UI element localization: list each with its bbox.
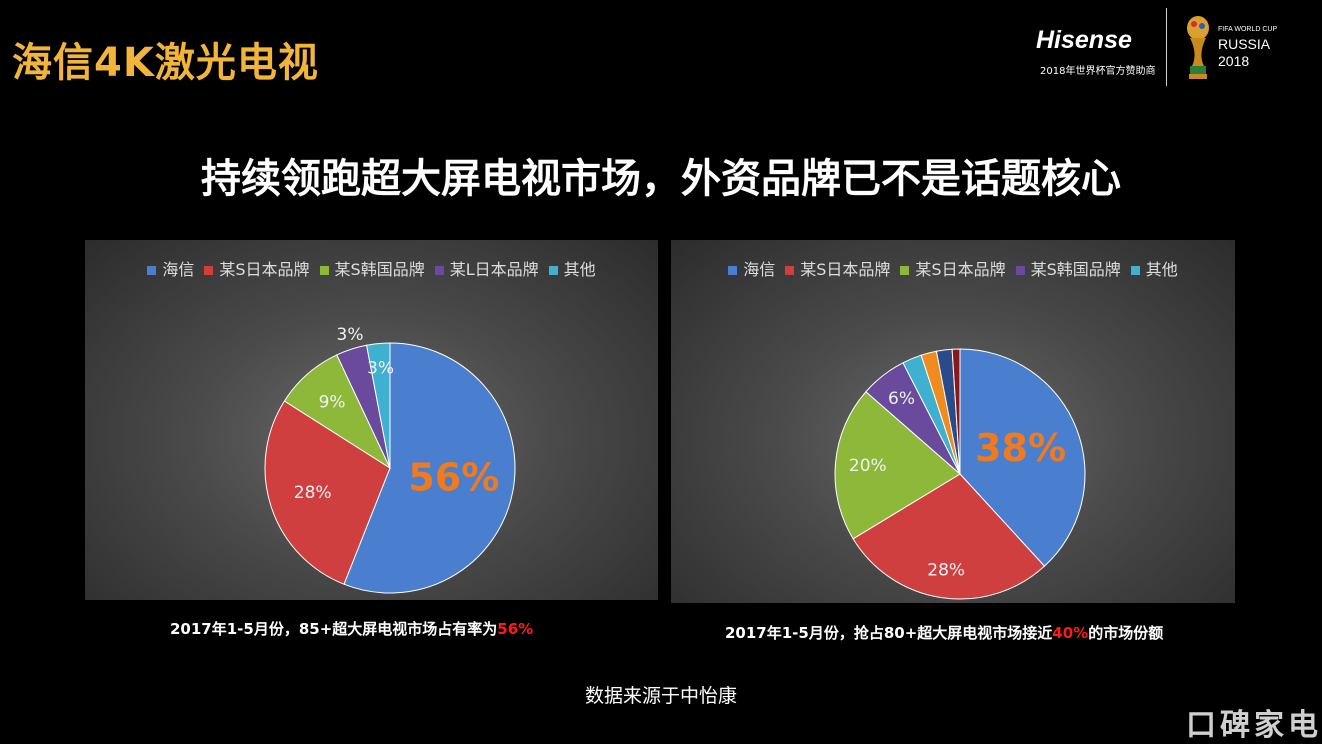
data-label: 28% xyxy=(927,561,965,581)
data-label: 3% xyxy=(337,325,364,345)
legend-item: 海信 xyxy=(147,256,194,280)
data-label: 38% xyxy=(975,426,1066,470)
legend-item: 某L日本品牌 xyxy=(434,256,539,280)
legend-label: 某S日本品牌 xyxy=(800,260,891,279)
legend-swatch xyxy=(434,266,444,275)
legend-item: 某S日本品牌 xyxy=(900,256,1006,280)
right-caption-suffix: 的市场份额 xyxy=(1088,624,1164,642)
legend-label: 海信 xyxy=(162,260,195,279)
data-label: 56% xyxy=(408,456,499,500)
page-headline: 持续领跑超大屏电视市场，外资品牌已不是话题核心 xyxy=(201,156,1121,202)
legend-item: 某S日本品牌 xyxy=(204,256,310,280)
pie-slice xyxy=(365,342,391,469)
legend-swatch xyxy=(548,266,558,275)
legend-label: 某S韩国品牌 xyxy=(334,260,425,279)
data-label: 28% xyxy=(294,483,332,503)
pie-slice xyxy=(834,391,961,540)
legend-swatch xyxy=(147,266,157,275)
data-source-note: 数据来源于中怡康 xyxy=(584,685,737,707)
right-pie-chart: 38% 28% 20% 6% xyxy=(834,348,1086,600)
legend-swatch xyxy=(1015,266,1025,275)
legend-label: 某S韩国品牌 xyxy=(1030,260,1121,279)
fifa-label: FIFA WORLD CUP xyxy=(1218,26,1278,33)
legend-swatch xyxy=(204,266,214,275)
legend-item: 其他 xyxy=(1130,256,1178,280)
legend-label: 某S日本品牌 xyxy=(219,260,310,279)
legend-item: 某S韩国品牌 xyxy=(1015,256,1121,280)
watermark: 口碑家电 xyxy=(1186,708,1322,743)
left-pie-chart: 56% 28% 9% 3%3% xyxy=(264,325,516,594)
right-caption-highlight: 40% xyxy=(1052,624,1089,642)
legend-label: 其他 xyxy=(1145,260,1178,279)
data-label: 20% xyxy=(849,456,887,476)
left-caption-text: 2017年1-5月份，85+超大屏电视市场占有率为 xyxy=(170,620,498,638)
data-label: 3% xyxy=(367,358,394,378)
right-pie-chart-panel: 海信 某S日本品牌 某S日本品牌 某S韩国品牌 其他 38% 28% 20% 6% xyxy=(671,240,1235,603)
legend-item: 海信 xyxy=(728,256,775,280)
event-year: 2018 xyxy=(1218,53,1250,69)
legend-item: 某S韩国品牌 xyxy=(319,256,425,280)
brand-title: 海信4K激光电视 xyxy=(12,40,319,86)
pie-slice xyxy=(264,400,391,585)
left-pie-chart-panel: 海信 某S日本品牌 某S韩国品牌 某L日本品牌 其他 56% 28% 9% 3% 3% xyxy=(85,240,658,600)
data-label: 9% xyxy=(319,392,346,412)
legend-label: 某L日本品牌 xyxy=(449,260,539,279)
data-label: 6% xyxy=(888,389,915,409)
left-chart-legend: 海信 某S日本品牌 某S韩国品牌 某L日本品牌 其他 xyxy=(85,256,658,280)
right-chart-caption: 2017年1-5月份，抢占80+超大屏电视市场接近40%的市场份额 xyxy=(725,622,1163,643)
legend-label: 其他 xyxy=(563,260,596,279)
event-label: RUSSIA xyxy=(1218,36,1271,52)
left-caption-highlight: 56% xyxy=(497,620,534,638)
sponsor-line: 2018年世界杯官方赞助商 xyxy=(1040,66,1156,77)
legend-swatch xyxy=(728,266,738,275)
legend-swatch xyxy=(900,266,910,275)
hisense-wordmark: Hisense xyxy=(1036,26,1132,54)
pie-slice xyxy=(951,348,961,475)
right-chart-legend: 海信 某S日本品牌 某S日本品牌 某S韩国品牌 其他 xyxy=(671,256,1235,280)
legend-label: 海信 xyxy=(743,260,776,279)
legend-swatch xyxy=(785,266,795,275)
legend-item: 某S日本品牌 xyxy=(785,256,890,280)
pie-slice xyxy=(852,473,1046,600)
left-chart-caption: 2017年1-5月份，85+超大屏电视市场占有率为56% xyxy=(170,618,533,639)
hisense-logo: Hisense 2018年世界杯官方赞助商 FIFA WORLD CUP RUS… xyxy=(1036,8,1306,88)
pie-slice xyxy=(343,342,516,594)
right-caption-text: 2017年1-5月份，抢占80+超大屏电视市场接近 xyxy=(725,624,1053,642)
world-cup-trophy-icon xyxy=(1187,16,1209,79)
legend-item: 其他 xyxy=(548,256,596,280)
legend-label: 某S日本品牌 xyxy=(915,260,1006,279)
legend-swatch xyxy=(1130,266,1140,275)
logo-divider xyxy=(1166,8,1167,86)
pie-slice xyxy=(959,348,1086,567)
legend-swatch xyxy=(319,266,329,275)
